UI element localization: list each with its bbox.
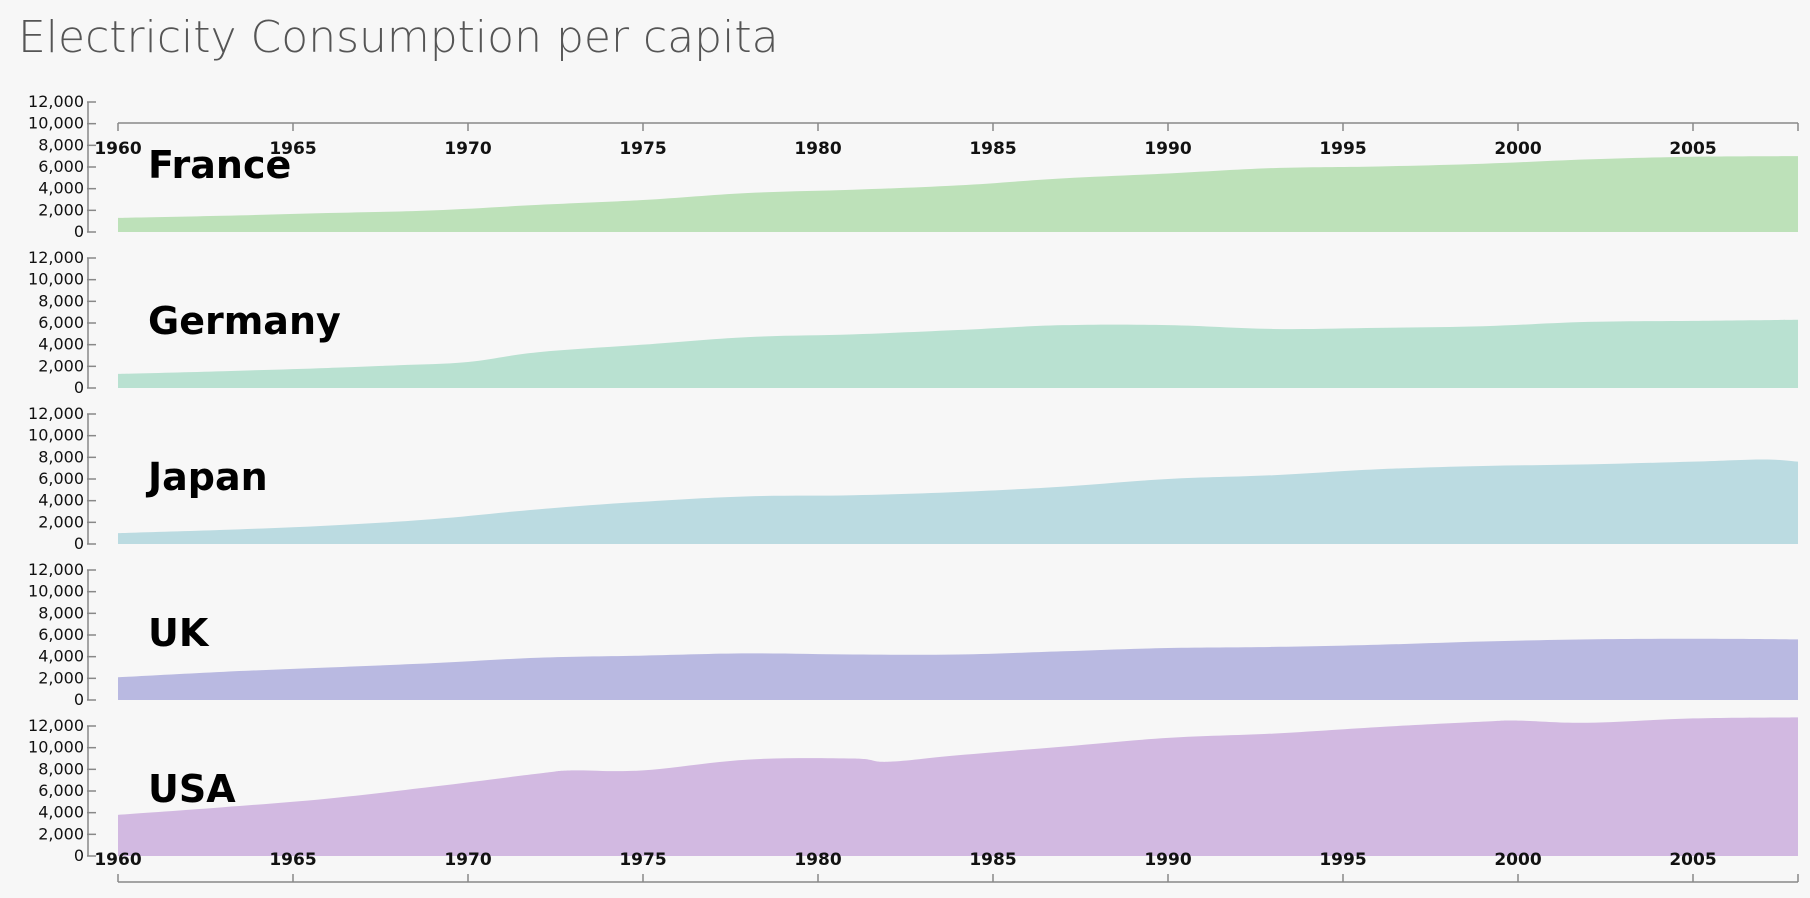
y-tick-label: 6,000 — [38, 469, 84, 488]
y-tick-label: 4,000 — [38, 803, 84, 822]
y-tick-label: 10,000 — [28, 114, 84, 133]
x-tick-label: 1960 — [94, 139, 141, 159]
y-tick-label: 4,000 — [38, 491, 84, 510]
y-tick-label: 12,000 — [28, 248, 84, 267]
y-tick-label: 0 — [74, 690, 84, 709]
area-usa — [118, 717, 1798, 856]
area-japan — [118, 459, 1798, 544]
x-tick-label: 1995 — [1319, 139, 1366, 159]
y-tick-label: 0 — [74, 534, 84, 553]
y-tick-label: 2,000 — [38, 356, 84, 375]
y-tick-label: 6,000 — [38, 781, 84, 800]
y-tick-label: 4,000 — [38, 647, 84, 666]
y-tick-label: 10,000 — [28, 738, 84, 757]
x-tick-label: 1960 — [94, 850, 141, 870]
x-tick-label: 2005 — [1669, 850, 1716, 870]
y-tick-label: 6,000 — [38, 157, 84, 176]
y-tick-label: 6,000 — [38, 313, 84, 332]
x-tick-label: 1975 — [619, 850, 666, 870]
x-tick-label: 1970 — [444, 139, 491, 159]
series-label-uk: UK — [148, 611, 210, 655]
chart-title: Electricity Consumption per capita — [18, 12, 779, 63]
y-tick-label: 8,000 — [38, 759, 84, 778]
x-tick-label: 1980 — [794, 850, 841, 870]
x-tick-label: 1965 — [269, 139, 316, 159]
y-tick-label: 8,000 — [38, 135, 84, 154]
x-tick-label: 1965 — [269, 850, 316, 870]
x-tick-label: 1970 — [444, 850, 491, 870]
x-tick-label: 2000 — [1494, 850, 1541, 870]
y-tick-label: 10,000 — [28, 582, 84, 601]
panel-uk: 0 2,000 4,000 6,000 8,000 10,000 12,000 UK — [28, 560, 1798, 709]
panel-japan: 0 2,000 4,000 6,000 8,000 10,000 12,000 Japan — [28, 404, 1798, 553]
area-uk — [118, 638, 1798, 700]
x-tick-label: 1985 — [969, 139, 1016, 159]
x-tick-label: 1995 — [1319, 850, 1366, 870]
y-tick-label: 2,000 — [38, 512, 84, 531]
y-tick-label: 2,000 — [38, 200, 84, 219]
y-tick-label: 0 — [74, 222, 84, 241]
series-label-usa: USA — [148, 767, 236, 811]
chart-panels: 02,0004,0006,0008,00010,00012,000France0… — [28, 92, 1798, 865]
series-label-germany: Germany — [148, 299, 341, 343]
y-tick-label: 10,000 — [28, 270, 84, 289]
x-tick-label: 2005 — [1669, 139, 1716, 159]
y-tick-label: 8,000 — [38, 447, 84, 466]
x-axis-top: 1960 1965 1970 1975 1980 1985 1990 1995 2000 2005 — [94, 122, 1799, 159]
area-germany — [118, 319, 1798, 388]
x-tick-label: 1990 — [1144, 139, 1191, 159]
y-tick-label: 8,000 — [38, 291, 84, 310]
panel-usa: 0 2,000 4,000 6,000 8,000 10,000 12,000 USA — [28, 716, 1798, 865]
x-axis-bottom: 1960 1965 1970 1975 1980 1985 1990 1995 2000 2005 — [94, 850, 1799, 883]
x-tick-label: 1990 — [1144, 850, 1191, 870]
y-tick-label: 12,000 — [28, 92, 84, 111]
y-tick-label: 6,000 — [38, 625, 84, 644]
y-tick-label: 0 — [74, 846, 84, 865]
y-tick-label: 12,000 — [28, 404, 84, 423]
panel-france: 0 2,000 4,000 6,000 8,000 10,000 12,000 France — [28, 92, 1798, 241]
x-tick-label: 2000 — [1494, 139, 1541, 159]
y-tick-label: 8,000 — [38, 603, 84, 622]
x-tick-label: 1975 — [619, 139, 666, 159]
y-tick-label: 2,000 — [38, 668, 84, 687]
y-tick-label: 4,000 — [38, 335, 84, 354]
y-tick-label: 2,000 — [38, 824, 84, 843]
y-tick-label: 12,000 — [28, 560, 84, 579]
y-tick-label: 0 — [74, 378, 84, 397]
series-label-france: France — [148, 143, 291, 187]
y-tick-label: 4,000 — [38, 179, 84, 198]
x-tick-label: 1980 — [794, 139, 841, 159]
y-tick-label: 12,000 — [28, 716, 84, 735]
y-tick-label: 10,000 — [28, 426, 84, 445]
x-tick-label: 1985 — [969, 850, 1016, 870]
panel-germany: 0 2,000 4,000 6,000 8,000 10,000 12,000 Germany — [28, 248, 1798, 397]
area-france — [118, 156, 1798, 232]
series-label-japan: Japan — [145, 455, 268, 499]
